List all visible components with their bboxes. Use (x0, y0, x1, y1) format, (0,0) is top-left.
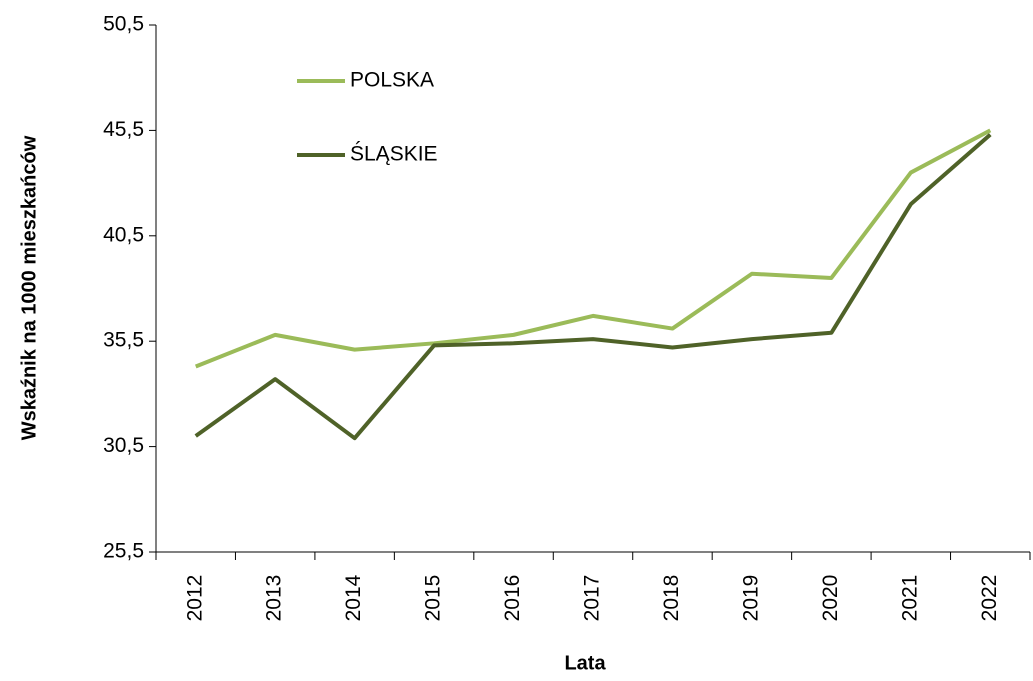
x-tick-label: 2019 (739, 575, 762, 622)
x-tick-label: 2018 (660, 575, 683, 622)
y-tick-label: 40,5 (103, 223, 144, 246)
line-series (194, 133, 992, 441)
y-tick-label: 25,5 (103, 540, 144, 563)
y-tick-label: 50,5 (103, 13, 144, 36)
y-axis-title: Wskaźnik na 1000 mieszkańców (18, 135, 40, 440)
y-tick-label: 45,5 (103, 118, 144, 141)
x-tick-label: 2014 (342, 574, 365, 621)
x-tick-label: 2017 (581, 575, 604, 622)
x-tick-label: 2020 (819, 575, 842, 622)
x-tick-label: 2016 (501, 575, 524, 622)
x-tick-label: 2021 (898, 575, 921, 622)
y-tick-label: 35,5 (103, 329, 144, 352)
line-series (194, 128, 992, 369)
legend-label: ŚLĄSKIE (350, 142, 438, 166)
x-tick-label: 2015 (422, 575, 445, 622)
y-tick-label: 30,5 (103, 434, 144, 457)
x-tick-label: 2012 (183, 575, 206, 622)
x-tick-label: 2013 (263, 575, 286, 622)
legend-label: POLSKA (350, 69, 434, 92)
x-axis-title: Lata (564, 652, 606, 674)
x-tick-label: 2022 (978, 575, 1001, 622)
